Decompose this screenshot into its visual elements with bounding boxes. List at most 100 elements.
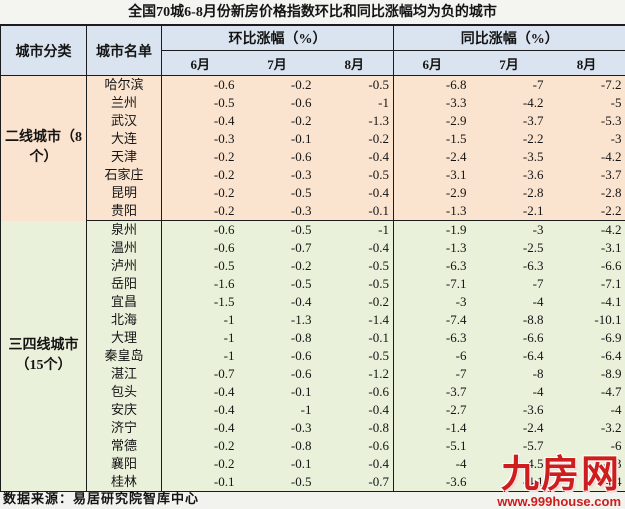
city-cell: 大连 bbox=[87, 130, 162, 148]
yoy-value-cell: -3 bbox=[394, 293, 471, 311]
mom-value-cell: -0.5 bbox=[316, 76, 394, 95]
yoy-value-cell: -3.3 bbox=[394, 94, 471, 112]
mom-value-cell: -1 bbox=[316, 221, 394, 240]
mom-value-cell: -0.2 bbox=[239, 112, 316, 130]
yoy-value-cell: -6.3 bbox=[471, 257, 548, 275]
yoy-value-cell: -8.8 bbox=[471, 311, 548, 329]
mom-value-cell: -0.4 bbox=[316, 184, 394, 202]
mom-value-cell: -0.1 bbox=[239, 130, 316, 148]
table-header: 城市分类 城市名单 环比涨幅（%） 同比涨幅（%） 6月 7月 8月 6月 7月… bbox=[1, 25, 625, 76]
mom-value-cell: -0.5 bbox=[162, 257, 239, 275]
yoy-value-cell: -2.2 bbox=[471, 130, 548, 148]
mom-value-cell: -1.3 bbox=[239, 311, 316, 329]
yoy-value-cell: -7 bbox=[471, 275, 548, 293]
mom-value-cell: -0.2 bbox=[316, 293, 394, 311]
col-header-yoy-jul: 7月 bbox=[471, 51, 548, 76]
yoy-value-cell: -1.4 bbox=[394, 419, 471, 437]
table-row: 武汉-0.4-0.2-1.3-2.9-3.7-5.3 bbox=[1, 112, 625, 130]
city-cell: 襄阳 bbox=[87, 455, 162, 473]
mom-value-cell: -0.7 bbox=[316, 473, 394, 492]
city-cell: 安庆 bbox=[87, 401, 162, 419]
mom-value-cell: -1.4 bbox=[316, 311, 394, 329]
table-row: 温州-0.6-0.7-0.4-1.3-2.5-3.1 bbox=[1, 239, 625, 257]
yoy-value-cell: -6 bbox=[548, 437, 625, 455]
yoy-value-cell: -3.1 bbox=[548, 239, 625, 257]
table-row: 大理-1-0.8-0.1-6.3-6.6-6.9 bbox=[1, 329, 625, 347]
yoy-value-cell: -1.9 bbox=[394, 221, 471, 240]
yoy-value-cell: -2.4 bbox=[471, 419, 548, 437]
yoy-value-cell: -6.3 bbox=[394, 329, 471, 347]
mom-value-cell: -0.3 bbox=[239, 202, 316, 221]
yoy-value-cell: -6.4 bbox=[471, 347, 548, 365]
yoy-value-cell: -2.1 bbox=[471, 202, 548, 221]
table-row: 泸州-0.5-0.2-0.5-6.3-6.3-6.6 bbox=[1, 257, 625, 275]
mom-value-cell: -1.5 bbox=[162, 293, 239, 311]
col-header-yoy-aug: 8月 bbox=[548, 51, 625, 76]
mom-value-cell: -1 bbox=[162, 347, 239, 365]
mom-value-cell: -0.3 bbox=[239, 166, 316, 184]
yoy-value-cell: -4 bbox=[394, 455, 471, 473]
mom-value-cell: -0.5 bbox=[239, 184, 316, 202]
yoy-value-cell: -3.7 bbox=[471, 112, 548, 130]
yoy-value-cell: -2.2 bbox=[548, 202, 625, 221]
col-header-mom-aug: 8月 bbox=[316, 51, 394, 76]
mom-value-cell: -0.6 bbox=[162, 221, 239, 240]
mom-value-cell: -0.2 bbox=[239, 76, 316, 95]
mom-value-cell: -0.6 bbox=[239, 94, 316, 112]
city-cell: 岳阳 bbox=[87, 275, 162, 293]
mom-value-cell: -1.2 bbox=[316, 365, 394, 383]
mom-value-cell: -0.6 bbox=[316, 437, 394, 455]
yoy-value-cell: -8.9 bbox=[548, 365, 625, 383]
mom-value-cell: -0.7 bbox=[162, 365, 239, 383]
yoy-value-cell: -6.6 bbox=[548, 257, 625, 275]
mom-value-cell: -0.5 bbox=[316, 257, 394, 275]
yoy-value-cell: -2.8 bbox=[548, 184, 625, 202]
mom-value-cell: -0.4 bbox=[162, 401, 239, 419]
price-table: 城市分类 城市名单 环比涨幅（%） 同比涨幅（%） 6月 7月 8月 6月 7月… bbox=[0, 24, 625, 492]
table-row: 湛江-0.7-0.6-1.2-7-8-8.9 bbox=[1, 365, 625, 383]
yoy-value-cell: -7.1 bbox=[394, 275, 471, 293]
mom-value-cell: -0.5 bbox=[316, 166, 394, 184]
mom-value-cell: -1 bbox=[316, 94, 394, 112]
mom-value-cell: -0.4 bbox=[162, 112, 239, 130]
city-cell: 石家庄 bbox=[87, 166, 162, 184]
yoy-value-cell: -3 bbox=[548, 130, 625, 148]
city-cell: 泉州 bbox=[87, 221, 162, 240]
yoy-value-cell: -2.8 bbox=[471, 184, 548, 202]
col-header-mom-jun: 6月 bbox=[162, 51, 239, 76]
yoy-value-cell: -3.2 bbox=[548, 419, 625, 437]
yoy-value-cell: -5 bbox=[548, 94, 625, 112]
mom-value-cell: -0.1 bbox=[316, 202, 394, 221]
city-cell: 温州 bbox=[87, 239, 162, 257]
city-cell: 泸州 bbox=[87, 257, 162, 275]
table-row: 兰州-0.5-0.6-1-3.3-4.2-5 bbox=[1, 94, 625, 112]
mom-value-cell: -0.2 bbox=[239, 257, 316, 275]
mom-value-cell: -0.8 bbox=[239, 329, 316, 347]
mom-value-cell: -0.4 bbox=[316, 455, 394, 473]
table-row: 包头-0.4-0.1-0.6-3.7-4-4.7 bbox=[1, 383, 625, 401]
mom-value-cell: -0.2 bbox=[162, 148, 239, 166]
table-row: 宜昌-1.5-0.4-0.2-3-4-4.1 bbox=[1, 293, 625, 311]
city-cell: 武汉 bbox=[87, 112, 162, 130]
mom-value-cell: -0.6 bbox=[239, 365, 316, 383]
mom-value-cell: -0.8 bbox=[239, 437, 316, 455]
table-row: 二线城市（8个）哈尔滨-0.6-0.2-0.5-6.8-7-7.2 bbox=[1, 76, 625, 95]
yoy-value-cell: -7.1 bbox=[548, 275, 625, 293]
city-cell: 大理 bbox=[87, 329, 162, 347]
city-cell: 包头 bbox=[87, 383, 162, 401]
table-row: 贵阳-0.2-0.3-0.1-1.3-2.1-2.2 bbox=[1, 202, 625, 221]
yoy-value-cell: -2.4 bbox=[394, 148, 471, 166]
yoy-value-cell: -6.6 bbox=[471, 329, 548, 347]
mom-value-cell: -1.6 bbox=[162, 275, 239, 293]
yoy-value-cell: -3.7 bbox=[394, 383, 471, 401]
city-cell: 宜昌 bbox=[87, 293, 162, 311]
city-cell: 昆明 bbox=[87, 184, 162, 202]
yoy-value-cell: -4.1 bbox=[548, 293, 625, 311]
yoy-value-cell: -6.3 bbox=[394, 257, 471, 275]
category-cell: 三四线城市（15个） bbox=[1, 221, 87, 492]
mom-value-cell: -0.5 bbox=[239, 275, 316, 293]
mom-value-cell: -1 bbox=[162, 329, 239, 347]
yoy-value-cell: -1.3 bbox=[394, 202, 471, 221]
table-row: 天津-0.2-0.6-0.4-2.4-3.5-4.2 bbox=[1, 148, 625, 166]
